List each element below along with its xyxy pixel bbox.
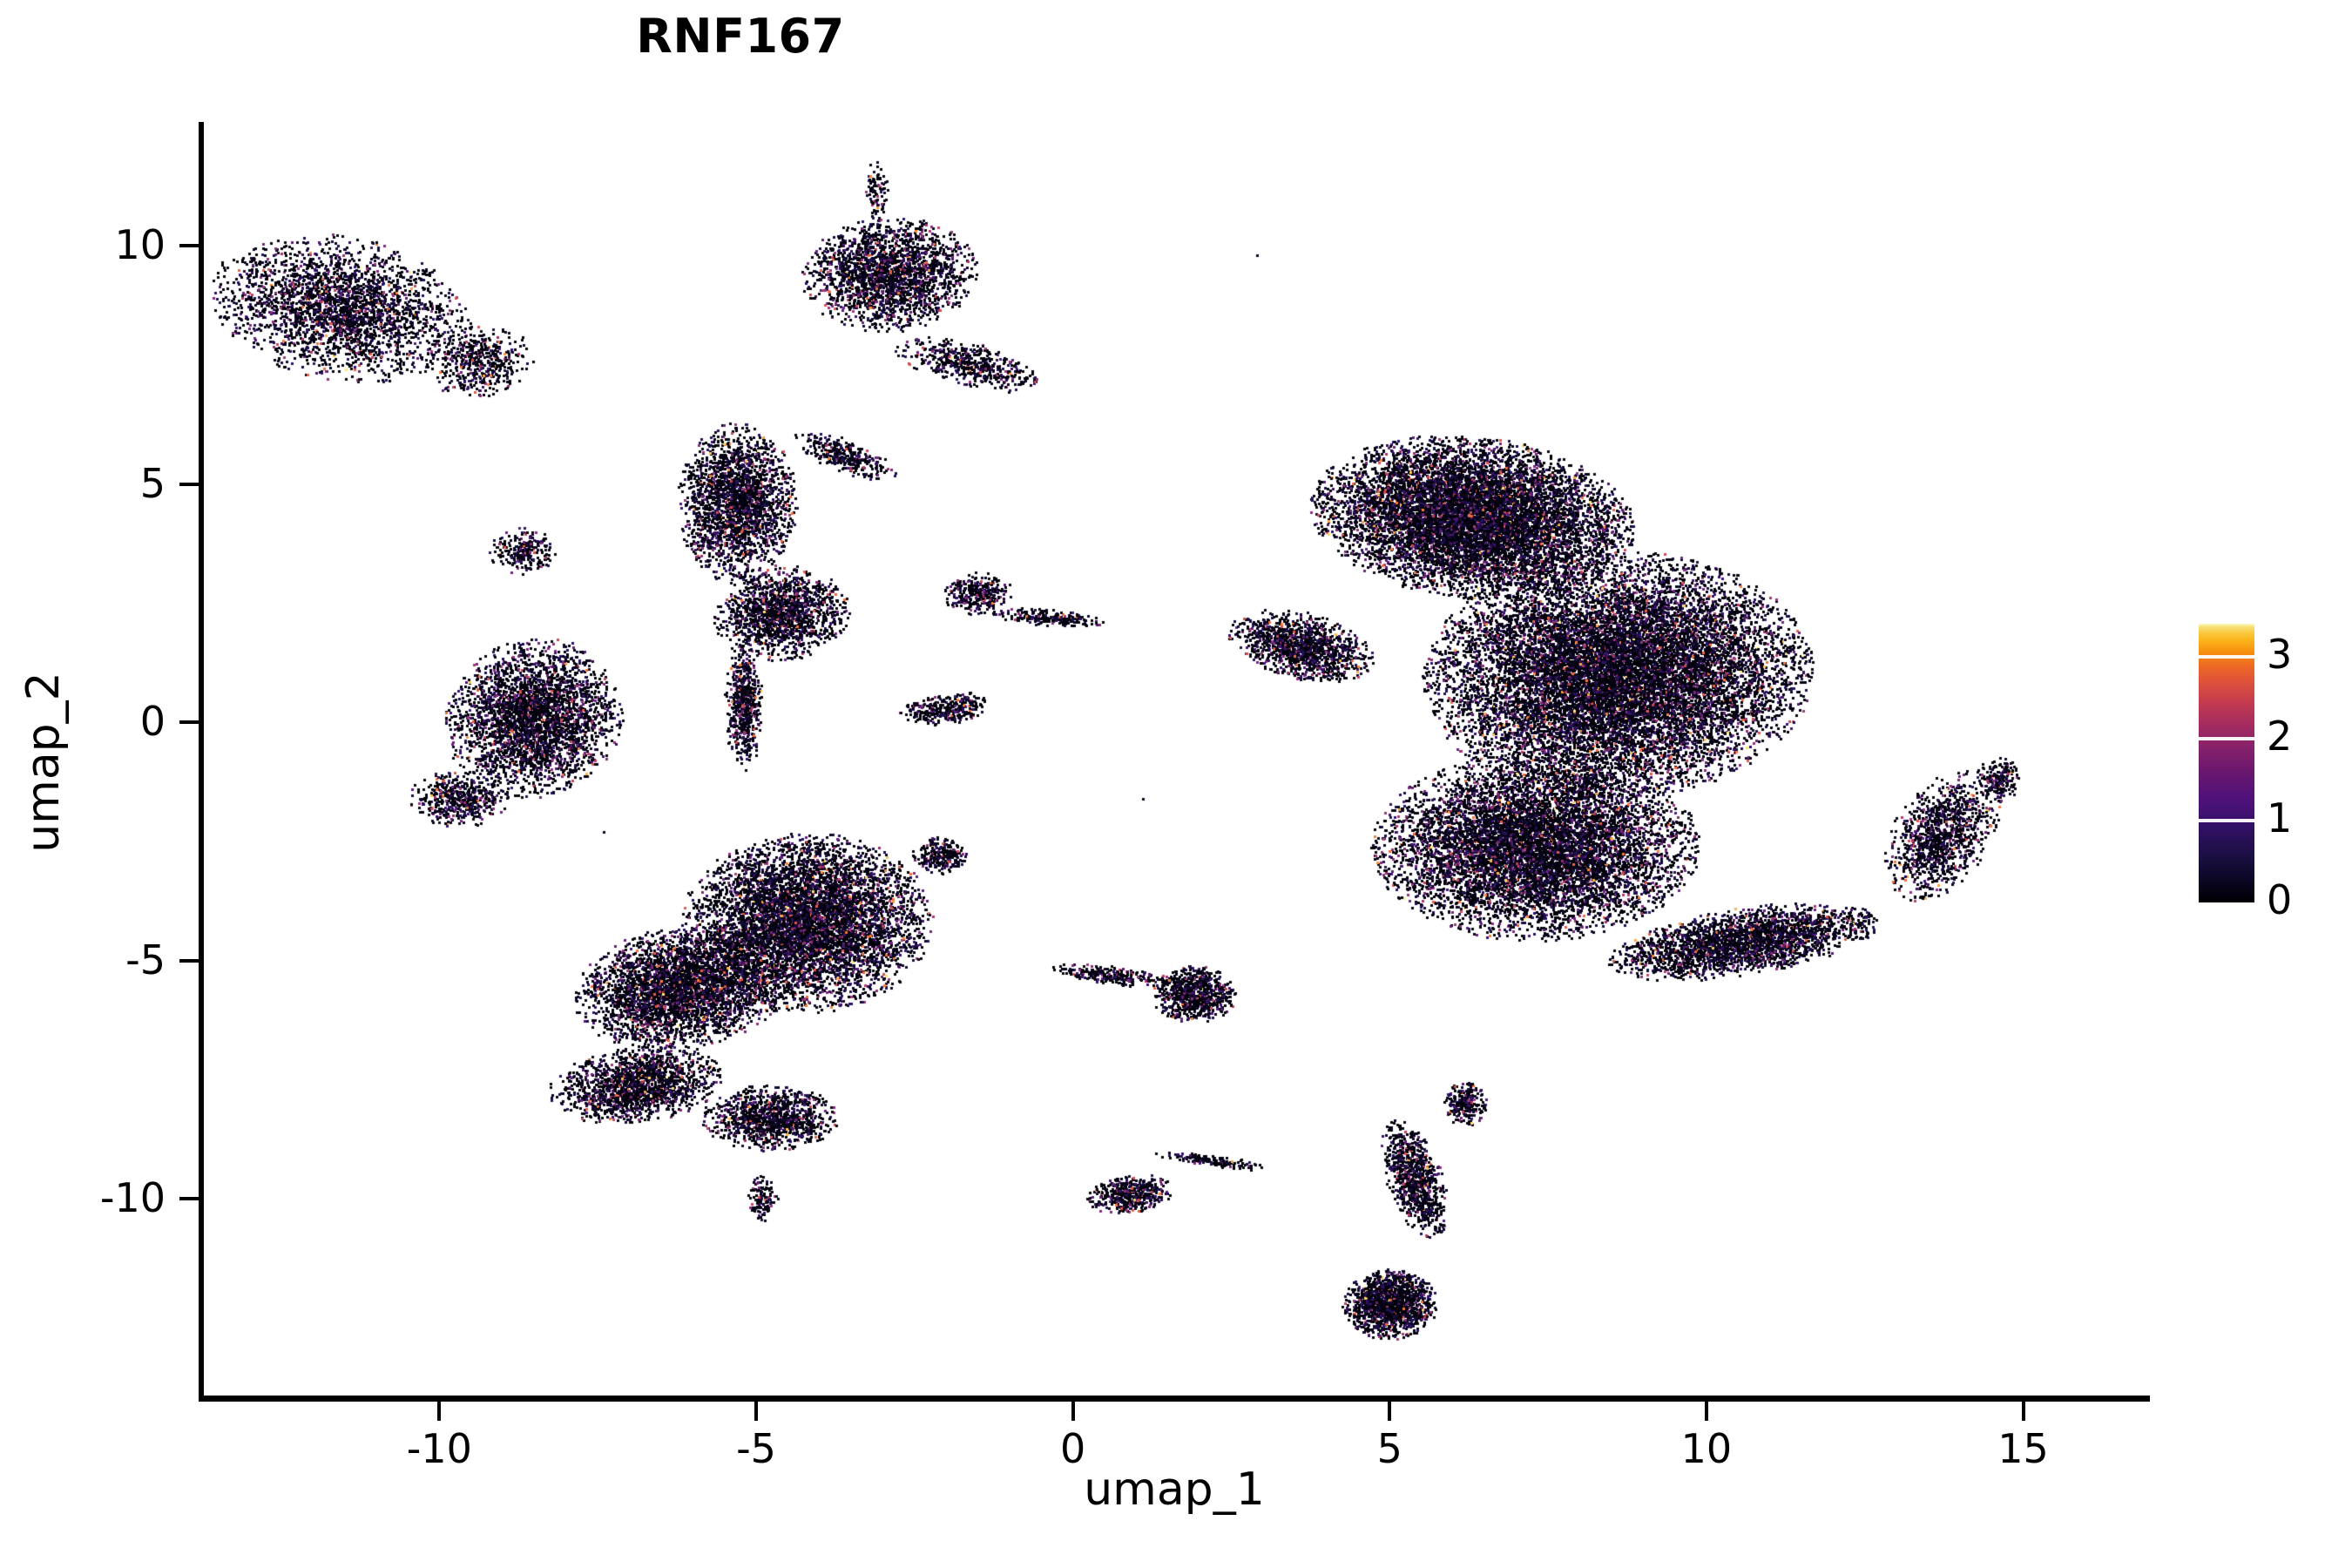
colorbar-gradient [2199, 624, 2254, 902]
x-axis-label: umap_1 [1084, 1463, 1265, 1516]
x-tick [754, 1402, 758, 1421]
y-tick [179, 482, 199, 486]
x-tick [2021, 1402, 2025, 1421]
y-tick-label: -10 [99, 1174, 166, 1222]
colorbar: 0 1 2 3 [2199, 624, 2347, 920]
x-axis-spine [199, 1396, 2150, 1402]
y-tick [179, 244, 199, 248]
scatter-plot-canvas [199, 122, 2150, 1399]
y-tick [179, 958, 199, 963]
x-tick-label: -5 [736, 1425, 776, 1472]
colorbar-tick [2199, 818, 2254, 822]
x-tick [1071, 1402, 1075, 1421]
x-tick [1388, 1402, 1392, 1421]
y-axis-spine [199, 122, 204, 1402]
colorbar-tick-label: 2 [2267, 712, 2293, 760]
x-tick-label: -10 [406, 1425, 472, 1472]
x-tick-label: 5 [1376, 1425, 1402, 1472]
y-axis-label: umap_2 [17, 672, 70, 853]
colorbar-tick-label: 0 [2267, 876, 2293, 923]
colorbar-tick [2199, 736, 2254, 740]
x-tick-label: 15 [1997, 1425, 2049, 1472]
y-tick [179, 720, 199, 725]
colorbar-tick-label: 3 [2267, 630, 2293, 678]
y-tick-label: 10 [114, 221, 166, 269]
page-title: RNF167 [636, 9, 845, 64]
colorbar-tick-label: 1 [2267, 794, 2293, 841]
y-tick-label: 5 [139, 459, 166, 507]
x-tick-label: 10 [1680, 1425, 1733, 1472]
colorbar-tick [2199, 654, 2254, 659]
y-tick-label: -5 [125, 936, 166, 983]
x-tick-label: 0 [1059, 1425, 1086, 1472]
x-tick [1704, 1402, 1708, 1421]
y-tick [179, 1197, 199, 1201]
x-tick [437, 1402, 442, 1421]
y-tick-label: 0 [139, 698, 166, 746]
